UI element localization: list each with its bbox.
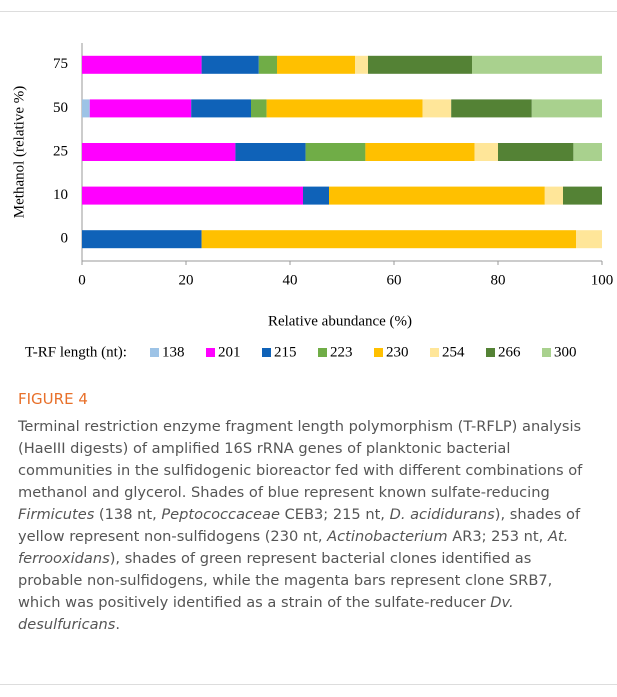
legend-swatch	[486, 348, 495, 357]
caption-text: At. ferrooxidans	[18, 528, 569, 567]
legend-label: 223	[330, 344, 353, 360]
y-tick-label: 50	[53, 100, 68, 116]
caption-text: Dv. desulfuricans	[18, 594, 514, 633]
legend-title: T-RF length (nt):	[25, 344, 127, 360]
x-tick-label: 40	[283, 272, 298, 288]
bar-segment	[329, 186, 545, 205]
caption-text: ), shades of green represent bacterial c…	[18, 550, 553, 611]
figure-caption: Terminal restriction enzyme fragment len…	[18, 416, 598, 636]
legend-swatch	[150, 348, 159, 357]
caption-text: ), shades of yellow represent non-sulfid…	[18, 506, 581, 545]
x-tick-label: 0	[78, 272, 86, 288]
legend-label: 138	[162, 344, 185, 360]
bar-segment	[201, 55, 259, 74]
caption-text: Actinobacterium	[327, 528, 448, 545]
legend-swatch	[262, 348, 271, 357]
legend-label: 201	[218, 344, 241, 360]
bar-segment	[472, 55, 602, 74]
bar-segment	[355, 55, 368, 74]
bar-segment	[544, 186, 563, 205]
legend-swatch	[430, 348, 439, 357]
bar-segment	[258, 55, 277, 74]
bar-segment	[573, 143, 602, 161]
bar-segment	[235, 143, 306, 161]
y-tick-label: 75	[53, 56, 68, 72]
legend-label: 266	[498, 344, 521, 360]
bar-segment	[451, 99, 532, 118]
legend-label: 230	[386, 344, 409, 360]
bar-segment	[191, 99, 251, 118]
x-tick-label: 100	[591, 272, 614, 288]
bar-segment	[82, 99, 90, 118]
bar-segment	[368, 55, 472, 74]
bar-segment	[531, 99, 602, 118]
legend-swatch	[318, 348, 327, 357]
bar-segment	[422, 99, 452, 118]
bar-segment	[576, 230, 602, 249]
bar-segment	[82, 186, 303, 205]
caption-text: Peptococcaceae	[161, 506, 280, 523]
caption-text: Terminal restriction enzyme fragment len…	[18, 418, 583, 501]
bar-segment	[474, 143, 498, 161]
bar-segment	[305, 143, 366, 161]
bar-segment	[266, 99, 423, 118]
legend-swatch	[374, 348, 383, 357]
bar-segment	[563, 186, 602, 205]
caption-text: AR3; 253 nt,	[447, 528, 548, 545]
legend-label: 215	[274, 344, 297, 360]
bottom-rule	[0, 684, 617, 685]
y-tick-label: 0	[61, 231, 69, 247]
top-rule	[0, 11, 617, 12]
y-tick-label: 10	[53, 187, 68, 203]
bar-segment	[303, 186, 329, 205]
caption-text: (138 nt,	[94, 506, 162, 523]
bar-segment	[89, 99, 192, 118]
x-tick-label: 60	[387, 272, 402, 288]
bar-segment	[82, 230, 202, 249]
caption-text: CEB3; 215 nt,	[279, 506, 390, 523]
figure-caption-block: FIGURE 4 Terminal restriction enzyme fra…	[18, 390, 598, 636]
bar-segment	[498, 143, 574, 161]
caption-text: D. acididurans	[389, 506, 495, 523]
chart: Methanol (relative %) Relative abundance…	[11, 43, 614, 360]
legend-swatch	[206, 348, 215, 357]
bar-segment	[82, 143, 236, 161]
bar-segment	[251, 99, 267, 118]
bar-segment	[277, 55, 355, 74]
y-axis-label: Methanol (relative %)	[11, 86, 27, 218]
legend-swatch	[542, 348, 551, 357]
caption-text: Firmicutes	[18, 506, 95, 523]
legend-label: 254	[442, 344, 465, 360]
x-axis-label: Relative abundance (%)	[268, 313, 412, 329]
bar-segment	[201, 230, 576, 249]
bar-segment	[82, 55, 202, 74]
figure-label: FIGURE 4	[18, 390, 88, 408]
bar-segment	[365, 143, 475, 161]
x-tick-label: 80	[491, 272, 506, 288]
legend-label: 300	[554, 344, 577, 360]
caption-text: .	[115, 616, 121, 633]
x-tick-label: 20	[179, 272, 194, 288]
y-tick-label: 25	[53, 143, 68, 159]
